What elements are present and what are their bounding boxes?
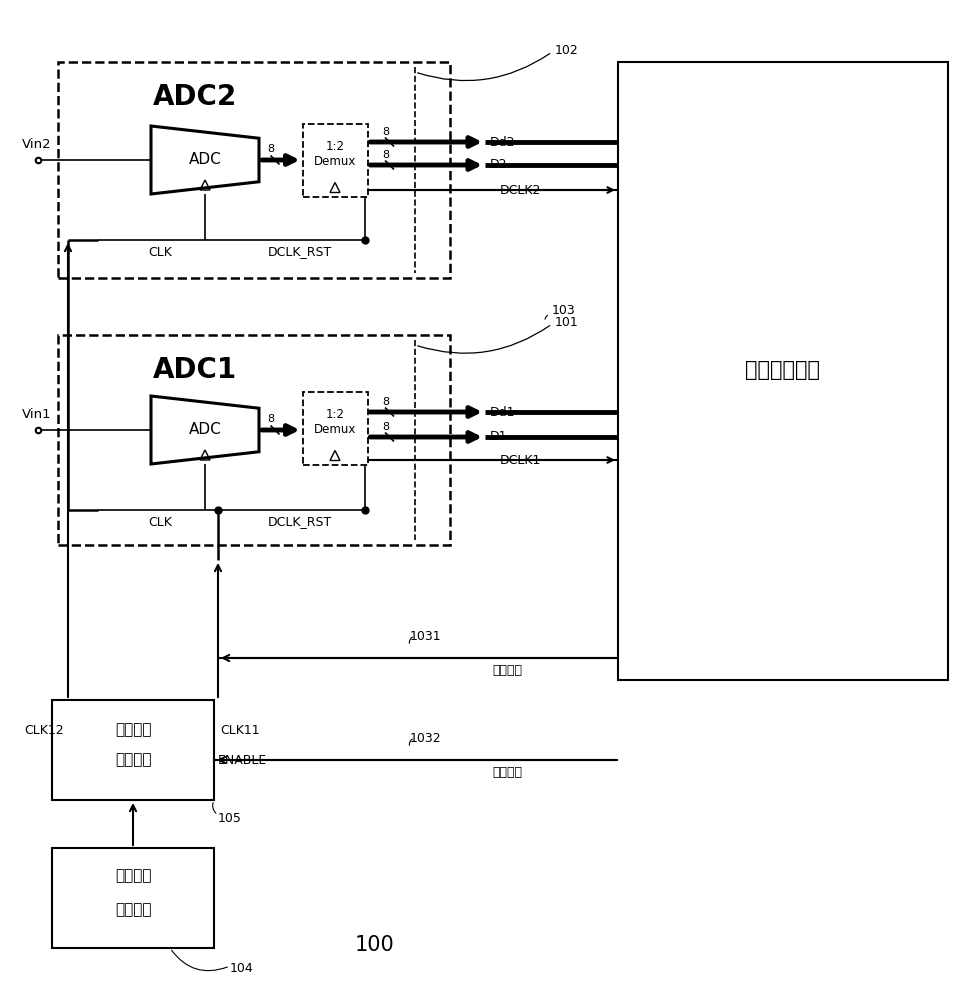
Bar — [58, 62, 450, 278]
Text: 产生模块: 产生模块 — [115, 902, 151, 918]
Text: 复位脉冲: 复位脉冲 — [492, 664, 522, 676]
Text: 1:2
Demux: 1:2 Demux — [314, 140, 356, 168]
Text: ADC1: ADC1 — [153, 356, 237, 384]
Text: 1:2
Demux: 1:2 Demux — [314, 408, 356, 436]
Polygon shape — [151, 396, 259, 464]
Text: 1032: 1032 — [410, 732, 441, 744]
Bar — [302, 123, 368, 196]
Text: DCLK2: DCLK2 — [500, 184, 541, 196]
Text: 104: 104 — [230, 962, 254, 974]
Text: 8: 8 — [267, 414, 275, 424]
Text: ADC: ADC — [189, 422, 222, 438]
Text: Vin2: Vin2 — [22, 138, 51, 151]
Text: ADC2: ADC2 — [153, 83, 237, 111]
Text: 8: 8 — [382, 150, 389, 160]
Text: DCLK_RST: DCLK_RST — [268, 516, 332, 528]
Text: 8: 8 — [382, 397, 389, 407]
Text: 1031: 1031 — [410, 630, 441, 643]
Text: 105: 105 — [218, 812, 242, 824]
Text: D1: D1 — [490, 430, 507, 444]
Bar — [52, 848, 214, 948]
Text: 8: 8 — [382, 422, 389, 432]
Text: 101: 101 — [555, 316, 579, 328]
Text: ENABLE: ENABLE — [218, 754, 267, 766]
Text: 控制处理模块: 控制处理模块 — [745, 360, 821, 380]
Text: 时钟扇出: 时钟扇出 — [115, 722, 151, 738]
Text: CLK12: CLK12 — [24, 724, 64, 736]
Text: Dd1: Dd1 — [490, 406, 516, 418]
Polygon shape — [151, 126, 259, 194]
Text: 100: 100 — [355, 935, 395, 955]
Bar — [52, 700, 214, 800]
Text: 采样时钟: 采样时钟 — [115, 868, 151, 884]
Text: Dd2: Dd2 — [490, 135, 516, 148]
Text: DCLK_RST: DCLK_RST — [268, 245, 332, 258]
Bar — [58, 335, 450, 545]
Text: Vin1: Vin1 — [22, 408, 51, 422]
Text: 时钟使能: 时钟使能 — [492, 766, 522, 778]
Text: DCLK1: DCLK1 — [500, 454, 541, 466]
Text: 102: 102 — [555, 43, 579, 56]
Bar — [302, 391, 368, 464]
Text: CLK: CLK — [148, 245, 172, 258]
Text: 8: 8 — [382, 127, 389, 137]
Bar — [618, 62, 948, 680]
Text: 103: 103 — [552, 304, 576, 316]
Text: ADC: ADC — [189, 152, 222, 167]
Text: 缓冲模块: 缓冲模块 — [115, 752, 151, 768]
Text: D2: D2 — [490, 158, 507, 172]
Text: CLK: CLK — [148, 516, 172, 528]
Text: CLK11: CLK11 — [220, 724, 259, 736]
Text: 8: 8 — [267, 144, 275, 154]
